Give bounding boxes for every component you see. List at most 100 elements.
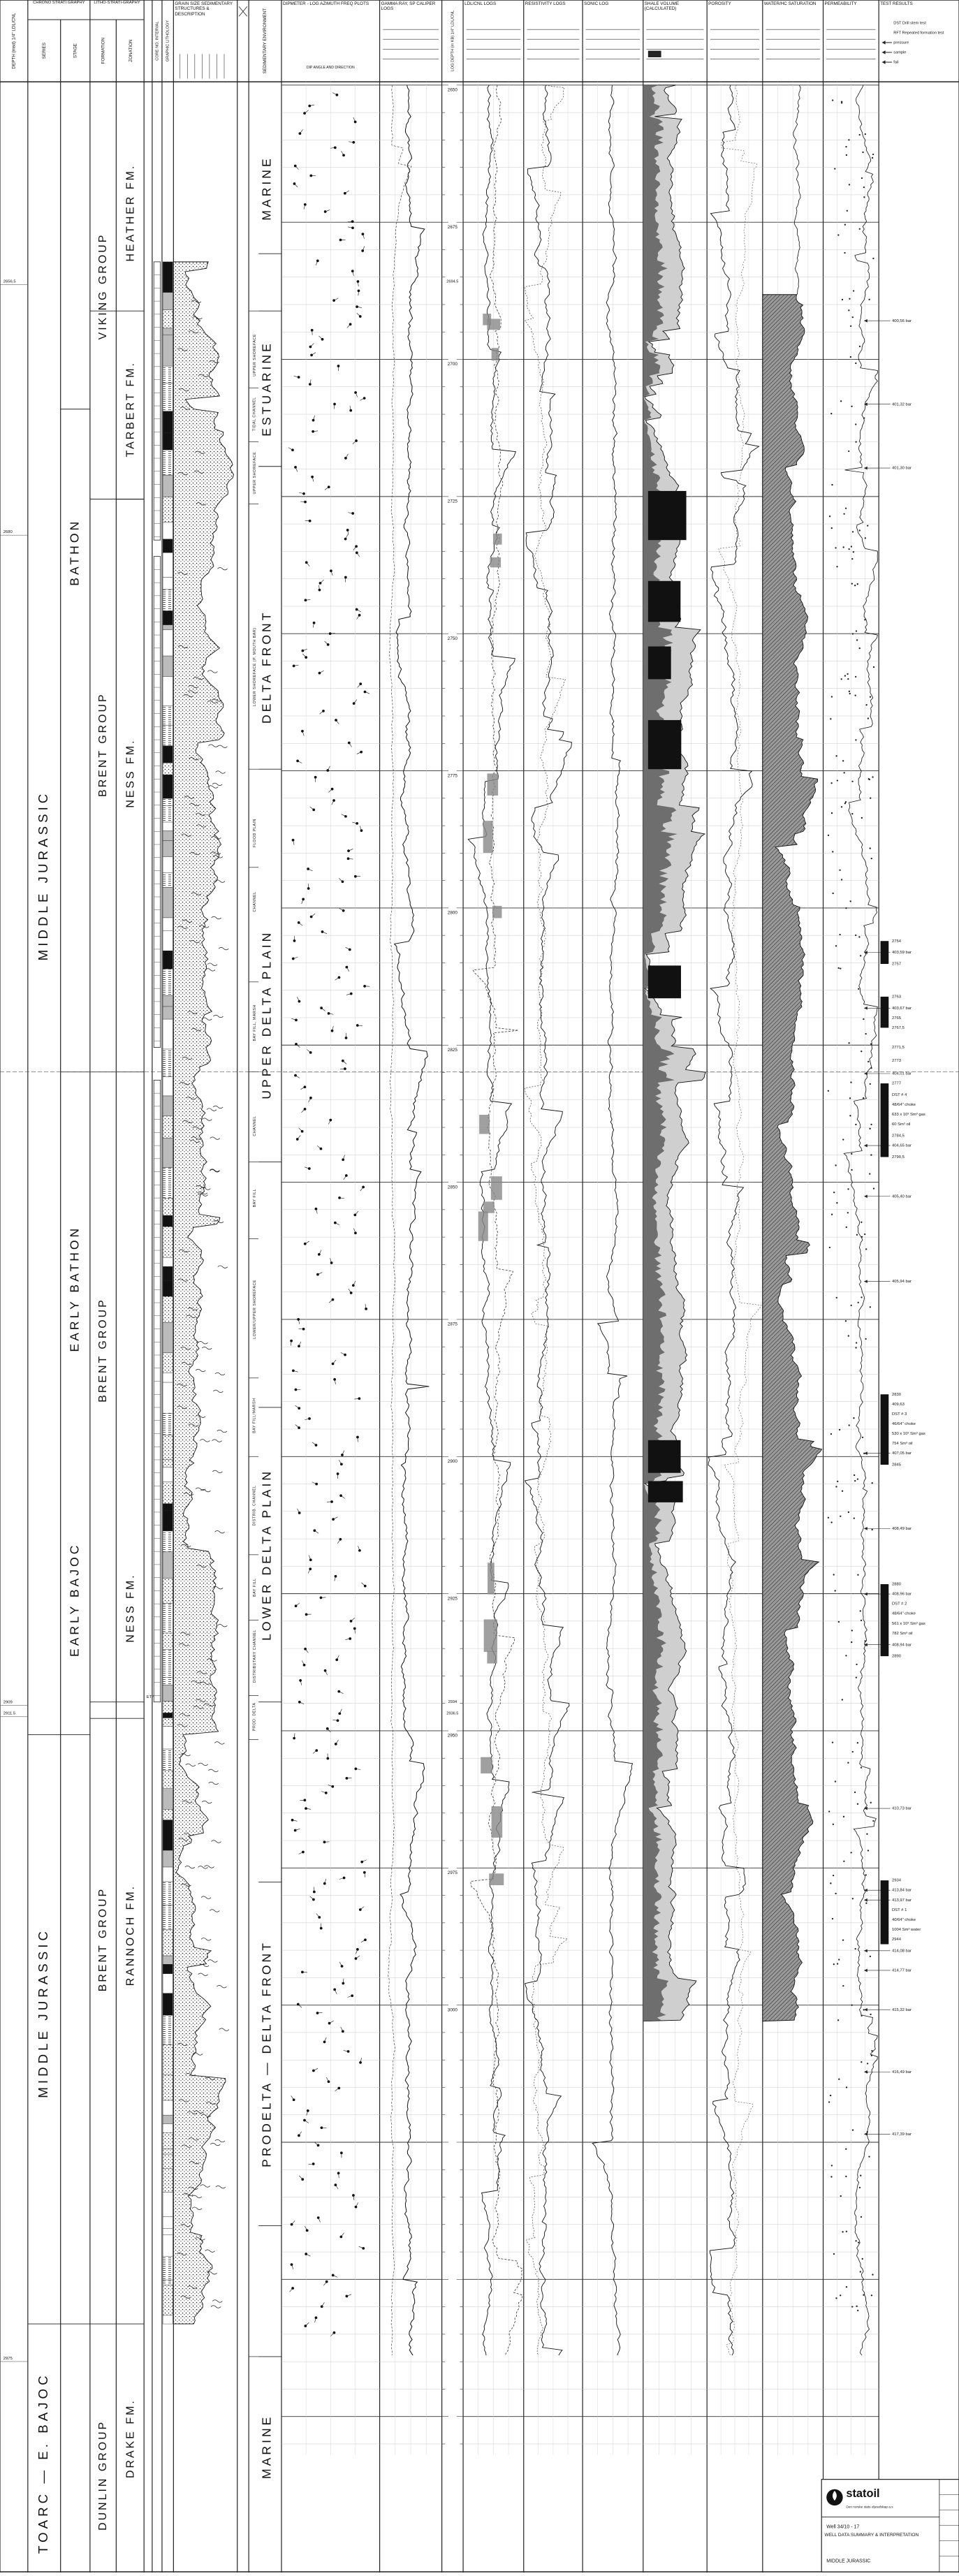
ldl-crossover xyxy=(487,1651,497,1664)
test-result-text: 2944 xyxy=(892,1938,902,1942)
permeability-point xyxy=(843,772,844,773)
dip-tadpole xyxy=(333,1989,336,1991)
sub-environment-label: PROD. DELTA xyxy=(253,1703,257,1732)
permeability-point xyxy=(855,694,856,696)
sub-environment-label: DISTRIB. CHANNEL xyxy=(253,1486,257,1526)
lithology-bed xyxy=(163,706,173,726)
lithology-bed xyxy=(163,1685,173,1701)
permeability-point xyxy=(848,1042,849,1044)
ldl-crossover xyxy=(491,1176,502,1200)
lithology-bed xyxy=(163,726,173,746)
lithology-bed xyxy=(163,497,173,522)
permeability-point xyxy=(851,546,852,547)
lithology-bed xyxy=(163,366,173,383)
lithology-bed xyxy=(163,625,173,630)
permeability-point xyxy=(847,1188,849,1190)
test-legend-text: RFT Repeated formation test xyxy=(893,31,944,35)
lithology-bed xyxy=(163,2015,173,2044)
shale-dark-band xyxy=(648,965,681,998)
lithology-bed xyxy=(163,1007,173,1019)
permeability-point xyxy=(861,1051,862,1052)
permeability-point xyxy=(870,1154,872,1155)
permeability-point xyxy=(829,515,830,517)
company-subtitle: Den norske stats oljeselskap a.s xyxy=(846,2505,893,2509)
permeability-point xyxy=(854,1474,855,1476)
permeability-point xyxy=(845,2149,847,2150)
test-result-text: 404,65 bar xyxy=(892,1144,912,1148)
lithology-bed xyxy=(163,328,173,335)
permeability-point xyxy=(861,2216,862,2218)
permeability-point xyxy=(836,1202,837,1203)
log-depth-label: 2775 xyxy=(448,773,458,778)
depth-label: 2656.5 xyxy=(3,280,17,284)
permeability-point xyxy=(854,1792,856,1793)
lithology-bed xyxy=(163,1579,173,1604)
lithology-bed xyxy=(163,857,173,873)
permeability-point xyxy=(837,2019,839,2021)
strat-label: RANNOCH FM. xyxy=(125,1885,137,1986)
permeability-point xyxy=(856,1676,857,1678)
environment-label: ESTUARINE xyxy=(260,341,274,437)
sub-environment-label: TIDAL CHANNEL xyxy=(253,397,257,431)
permeability-point xyxy=(872,2274,873,2275)
permeability-point xyxy=(837,1963,838,1964)
log-depth-label: 2975 xyxy=(448,1871,458,1875)
test-result-text: 413,84 bar xyxy=(892,1889,912,1893)
environment-label: LOWER DELTA PLAIN xyxy=(260,1469,274,1641)
test-legend-text: pressure xyxy=(893,41,909,45)
lithology-bed xyxy=(163,2216,173,2228)
permeability-point xyxy=(833,1192,835,1193)
shale-dark-band xyxy=(648,1481,683,1502)
lithology-bed xyxy=(163,1382,173,1413)
test-result-text: 2784,5 xyxy=(892,1134,905,1139)
permeability-point xyxy=(843,546,844,548)
permeability-point xyxy=(829,1247,830,1248)
permeability-point xyxy=(862,152,863,153)
header-text-box: CHRONO STRATI GRAPHY xyxy=(28,0,90,20)
permeability-point xyxy=(872,1482,873,1484)
permeability-point xyxy=(865,1033,867,1034)
permeability-point xyxy=(856,630,857,631)
lithology-bed xyxy=(163,918,173,930)
permeability-point xyxy=(870,696,871,698)
environment-label: MARINE xyxy=(260,156,274,220)
header-text-box: TEST RESULTS xyxy=(879,1,959,17)
lithology-bed xyxy=(163,1138,173,1168)
permeability-point xyxy=(846,2286,847,2288)
test-result-text: 409,63 xyxy=(892,1403,905,1407)
permeability-point xyxy=(851,1630,853,1631)
page: { "header": { "depth": "DEPTH (msd) 1/4\… xyxy=(0,0,959,2573)
permeability-point xyxy=(847,678,849,680)
lithology-bed xyxy=(163,1257,173,1266)
dst-interval xyxy=(881,1584,889,1656)
test-result-text: 416,49 bar xyxy=(892,2070,912,2074)
ldl-crossover xyxy=(492,348,499,360)
permeability-point xyxy=(851,1305,852,1306)
lithology-bed xyxy=(163,2149,173,2155)
permeability-point xyxy=(835,945,837,946)
lithology-bed xyxy=(163,1198,173,1215)
sub-environment-label: BAY FILL/MARSH xyxy=(253,1398,257,1433)
header-text-box: GAMMA RAY, SP CALIPER LOGS xyxy=(380,1,442,24)
sub-environment-label: DISTRIBUTARY CHANNEL xyxy=(253,1630,257,1683)
lithology-bed xyxy=(163,775,173,798)
permeability-point xyxy=(853,551,854,552)
permeability-point xyxy=(865,704,867,705)
header-text: SEDIMENTARY ENVIRONMENT xyxy=(263,8,268,74)
dst-interval xyxy=(881,1394,889,1465)
lithology-bed xyxy=(163,1974,173,1993)
permeability-point xyxy=(867,2063,868,2064)
test-result-text: DST # 1 xyxy=(892,1908,907,1912)
lithology-bed xyxy=(163,831,173,841)
lithology-bed xyxy=(163,1770,173,1788)
header-text-box: SHALE VOLUME (CALCULATED) xyxy=(643,1,707,24)
shale-dark-band xyxy=(648,1440,681,1473)
dip-tadpole xyxy=(303,2119,306,2122)
permeability-point xyxy=(835,1164,836,1166)
permeability-point xyxy=(857,1478,858,1479)
test-result-text: 2890 xyxy=(892,1655,902,1659)
lithology-bed xyxy=(163,2229,173,2235)
permeability-point xyxy=(831,812,833,814)
permeability-point xyxy=(852,633,854,634)
permeability-point xyxy=(856,1664,857,1665)
